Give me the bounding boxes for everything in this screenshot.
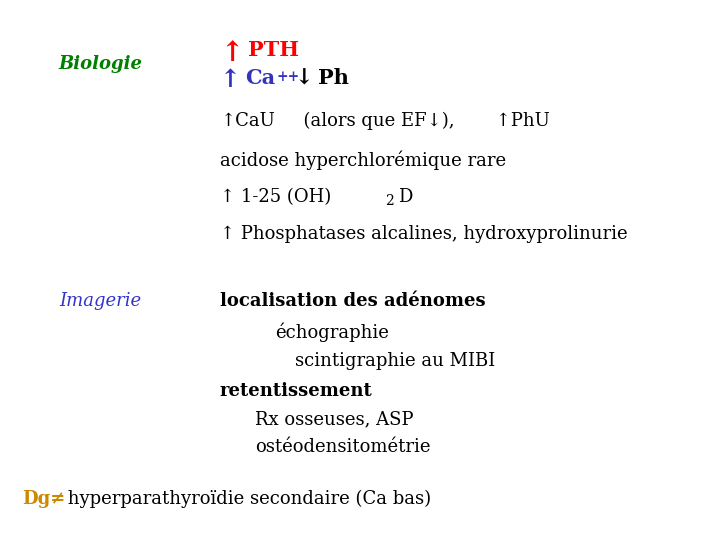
Text: scintigraphie au MIBI: scintigraphie au MIBI [295, 352, 495, 370]
Text: ↓: ↓ [294, 68, 312, 90]
Text: ↑CaU: ↑CaU [220, 112, 275, 130]
Text: ↑: ↑ [220, 68, 241, 92]
Text: Ph: Ph [318, 68, 349, 88]
Text: D: D [398, 188, 413, 206]
Text: Biologie: Biologie [58, 55, 142, 73]
Text: Dg≠: Dg≠ [22, 490, 66, 508]
Text: ↑: ↑ [220, 40, 243, 67]
Text: localisation des adénomes: localisation des adénomes [220, 292, 485, 310]
Text: Rx osseuses, ASP: Rx osseuses, ASP [255, 410, 413, 428]
Text: (alors que EF↓),: (alors que EF↓), [292, 112, 454, 130]
Text: ++: ++ [276, 70, 300, 84]
Text: hyperparathyroïdie secondaire (Ca bas): hyperparathyroïdie secondaire (Ca bas) [62, 490, 431, 508]
Text: 2: 2 [385, 194, 394, 208]
Text: ostéodensitométrie: ostéodensitométrie [255, 438, 431, 456]
Text: retentissement: retentissement [220, 382, 373, 400]
Text: ↑ 1-25 (OH): ↑ 1-25 (OH) [220, 188, 331, 206]
Text: Ca: Ca [245, 68, 275, 88]
Text: ↑ Phosphatases alcalines, hydroxyprolinurie: ↑ Phosphatases alcalines, hydroxyprolinu… [220, 225, 628, 243]
Text: acidose hyperchlorémique rare: acidose hyperchlorémique rare [220, 150, 506, 170]
Text: échographie: échographie [275, 322, 389, 341]
Text: PTH: PTH [248, 40, 299, 60]
Text: Imagerie: Imagerie [59, 292, 141, 310]
Text: ↑PhU: ↑PhU [490, 112, 550, 130]
